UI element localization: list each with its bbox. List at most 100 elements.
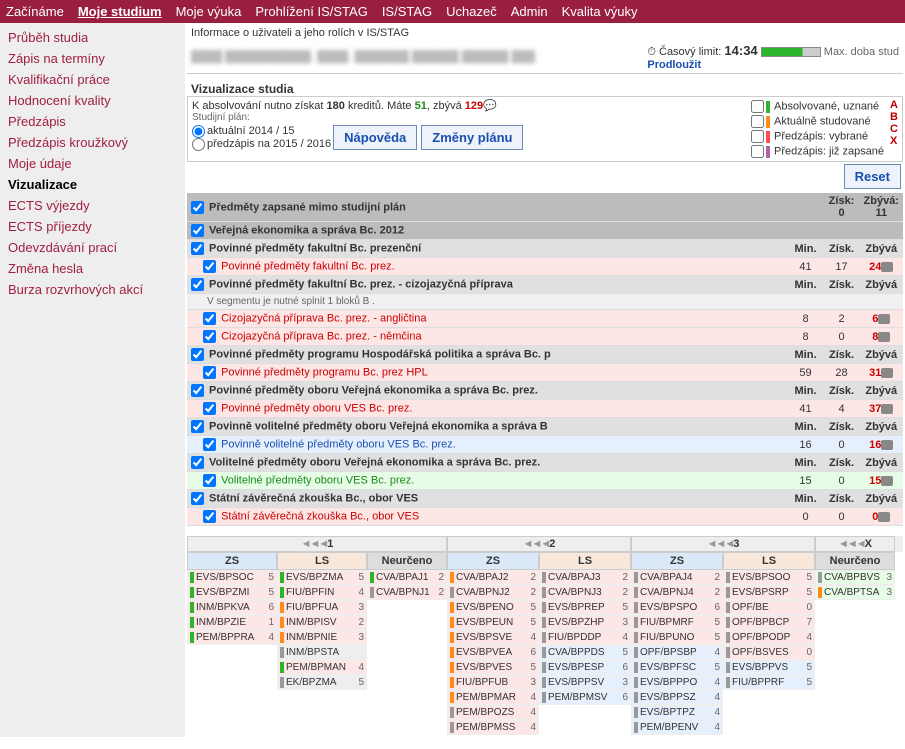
changes-button[interactable]: Změny plánu — [421, 125, 523, 150]
sem-col[interactable]: ZS — [631, 552, 723, 570]
table-row[interactable]: Veřejná ekonomika a správa Bc. 2012 — [187, 222, 903, 240]
course-cell[interactable]: CVA/BPNJ22 — [447, 585, 539, 600]
table-row[interactable]: Povinné předměty fakultní Bc. prez.41172… — [187, 258, 903, 276]
course-cell[interactable]: FIU/BPMRF5 — [631, 615, 723, 630]
nav-item[interactable]: Moje výuka — [176, 4, 242, 19]
course-cell[interactable]: EVS/BPREP5 — [539, 600, 631, 615]
sidebar-item[interactable]: Hodnocení kvality — [0, 90, 185, 111]
course-cell[interactable]: OPF/BSVES0 — [723, 645, 815, 660]
plan-radio-next[interactable]: předzápis na 2015 / 2016 — [192, 138, 331, 150]
course-cell[interactable]: EVS/BPPSZ4 — [631, 690, 723, 705]
sidebar-item[interactable]: ECTS výjezdy — [0, 195, 185, 216]
course-cell[interactable]: EVS/BPPPO4 — [631, 675, 723, 690]
course-cell[interactable]: EVS/BPSRP5 — [723, 585, 815, 600]
table-row[interactable]: Cizojazyčná příprava Bc. prez. - angličt… — [187, 310, 903, 328]
table-row[interactable]: Státní závěrečná zkouška Bc., obor VES00… — [187, 508, 903, 526]
sidebar-item[interactable]: Změna hesla — [0, 258, 185, 279]
sem-col[interactable]: Neurčeno — [815, 552, 895, 570]
sidebar-item[interactable]: Vizualizace — [0, 174, 185, 195]
course-cell[interactable]: EVS/BPESP6 — [539, 660, 631, 675]
sidebar-item[interactable]: Odevzdávání prací — [0, 237, 185, 258]
chat-icon[interactable] — [878, 512, 890, 522]
nav-item[interactable]: Kvalita výuky — [562, 4, 638, 19]
course-cell[interactable]: PEM/BPMSV6 — [539, 690, 631, 705]
chat-icon[interactable] — [881, 476, 893, 486]
course-cell[interactable]: EVS/BPFSC5 — [631, 660, 723, 675]
plan-radio-current[interactable]: aktuální 2014 / 15 — [192, 125, 294, 137]
course-cell[interactable]: PEM/BPMAR4 — [447, 690, 539, 705]
sidebar-item[interactable]: Moje údaje — [0, 153, 185, 174]
course-cell[interactable]: PEM/BPMAN4 — [277, 660, 367, 675]
table-row[interactable]: Státní závěrečná zkouška Bc., obor VESMi… — [187, 490, 903, 508]
course-cell[interactable]: INM/BPKVA6 — [187, 600, 277, 615]
nav-item[interactable]: Prohlížení IS/STAG — [255, 4, 367, 19]
course-cell[interactable]: PEM/BPMSS4 — [447, 720, 539, 735]
course-cell[interactable]: CVA/BPNJ42 — [631, 585, 723, 600]
year-col[interactable]: ◄◄◄1 — [187, 536, 447, 552]
chat-icon[interactable] — [881, 440, 893, 450]
sidebar-item[interactable]: Zápis na termíny — [0, 48, 185, 69]
course-cell[interactable]: EVS/BPVES5 — [447, 660, 539, 675]
sem-col[interactable]: Neurčeno — [367, 552, 447, 570]
help-button[interactable]: Nápověda — [333, 125, 417, 150]
course-cell[interactable]: FIU/BPFUB3 — [447, 675, 539, 690]
table-row[interactable]: Povinné předměty fakultní Bc. prezenčníM… — [187, 240, 903, 258]
course-cell[interactable]: EVS/BPVEA6 — [447, 645, 539, 660]
course-cell[interactable]: CVA/BPAJ22 — [447, 570, 539, 585]
course-cell[interactable]: INM/BPSTA — [277, 645, 367, 660]
course-cell[interactable]: EVS/BPEUN5 — [447, 615, 539, 630]
nav-item[interactable]: Uchazeč — [446, 4, 497, 19]
course-cell[interactable]: PEM/BPOZS4 — [447, 705, 539, 720]
table-row[interactable]: Volitelné předměty oboru Veřejná ekonomi… — [187, 454, 903, 472]
course-cell[interactable]: EVS/BPZMI5 — [187, 585, 277, 600]
nav-item[interactable]: Admin — [511, 4, 548, 19]
course-cell[interactable]: OPF/BE0 — [723, 600, 815, 615]
course-cell[interactable]: EVS/BPZHP3 — [539, 615, 631, 630]
table-row[interactable]: Volitelné předměty oboru VES Bc. prez.15… — [187, 472, 903, 490]
nav-item[interactable]: Začínáme — [6, 4, 64, 19]
chat-icon[interactable] — [881, 368, 893, 378]
course-cell[interactable]: CVA/BPNJ12 — [367, 585, 447, 600]
extend-link[interactable]: Prodloužit — [647, 59, 701, 71]
table-row[interactable]: Cizojazyčná příprava Bc. prez. - němčina… — [187, 328, 903, 346]
course-cell[interactable]: EVS/BPSVE4 — [447, 630, 539, 645]
sem-col[interactable]: ZS — [187, 552, 277, 570]
nav-item[interactable]: IS/STAG — [382, 4, 432, 19]
course-cell[interactable]: EVS/BPSPO6 — [631, 600, 723, 615]
course-cell[interactable]: PEM/BPENV4 — [631, 720, 723, 735]
course-cell[interactable]: CVA/BPTSA3 — [815, 585, 895, 600]
sidebar-item[interactable]: Předzápis kroužkový — [0, 132, 185, 153]
course-cell[interactable]: INM/BPNIE3 — [277, 630, 367, 645]
course-cell[interactable]: OPF/BPODP4 — [723, 630, 815, 645]
course-cell[interactable]: INM/BPISV2 — [277, 615, 367, 630]
course-cell[interactable]: EVS/BPSOC5 — [187, 570, 277, 585]
sidebar-item[interactable]: Kvalifikační práce — [0, 69, 185, 90]
sidebar-item[interactable]: Předzápis — [0, 111, 185, 132]
chat-icon[interactable] — [881, 404, 893, 414]
table-row[interactable]: Povinné předměty oboru Veřejná ekonomika… — [187, 382, 903, 400]
course-cell[interactable]: FIU/BPFIN4 — [277, 585, 367, 600]
course-cell[interactable]: INM/BPZIE1 — [187, 615, 277, 630]
course-cell[interactable]: OPF/BPBCP7 — [723, 615, 815, 630]
reset-button[interactable]: Reset — [844, 164, 901, 189]
table-row[interactable]: Povinně volitelné předměty oboru Veřejná… — [187, 418, 903, 436]
course-cell[interactable]: CVA/BPNJ32 — [539, 585, 631, 600]
course-cell[interactable]: EVS/BPZMA5 — [277, 570, 367, 585]
year-col[interactable]: ◄◄◄2 — [447, 536, 631, 552]
course-cell[interactable]: EK/BPZMA5 — [277, 675, 367, 690]
chat-icon[interactable] — [878, 314, 890, 324]
nav-item[interactable]: Moje studium — [78, 4, 162, 19]
sidebar-item[interactable]: ECTS příjezdy — [0, 216, 185, 237]
sem-col[interactable]: LS — [539, 552, 631, 570]
table-row[interactable]: Povinné předměty fakultní Bc. prez. - ci… — [187, 276, 903, 294]
sem-col[interactable]: ZS — [447, 552, 539, 570]
course-cell[interactable]: FIU/BPPRF5 — [723, 675, 815, 690]
course-cell[interactable]: CVA/BPBVS3 — [815, 570, 895, 585]
table-row[interactable]: Povinné předměty programu Bc. prez HPL59… — [187, 364, 903, 382]
course-cell[interactable]: FIU/BPDDP4 — [539, 630, 631, 645]
table-row[interactable]: Povinné předměty oboru VES Bc. prez.4143… — [187, 400, 903, 418]
course-cell[interactable]: EVS/BPTPZ4 — [631, 705, 723, 720]
course-cell[interactable]: CVA/BPPDS5 — [539, 645, 631, 660]
sidebar-item[interactable]: Průběh studia — [0, 27, 185, 48]
course-cell[interactable]: CVA/BPAJ32 — [539, 570, 631, 585]
